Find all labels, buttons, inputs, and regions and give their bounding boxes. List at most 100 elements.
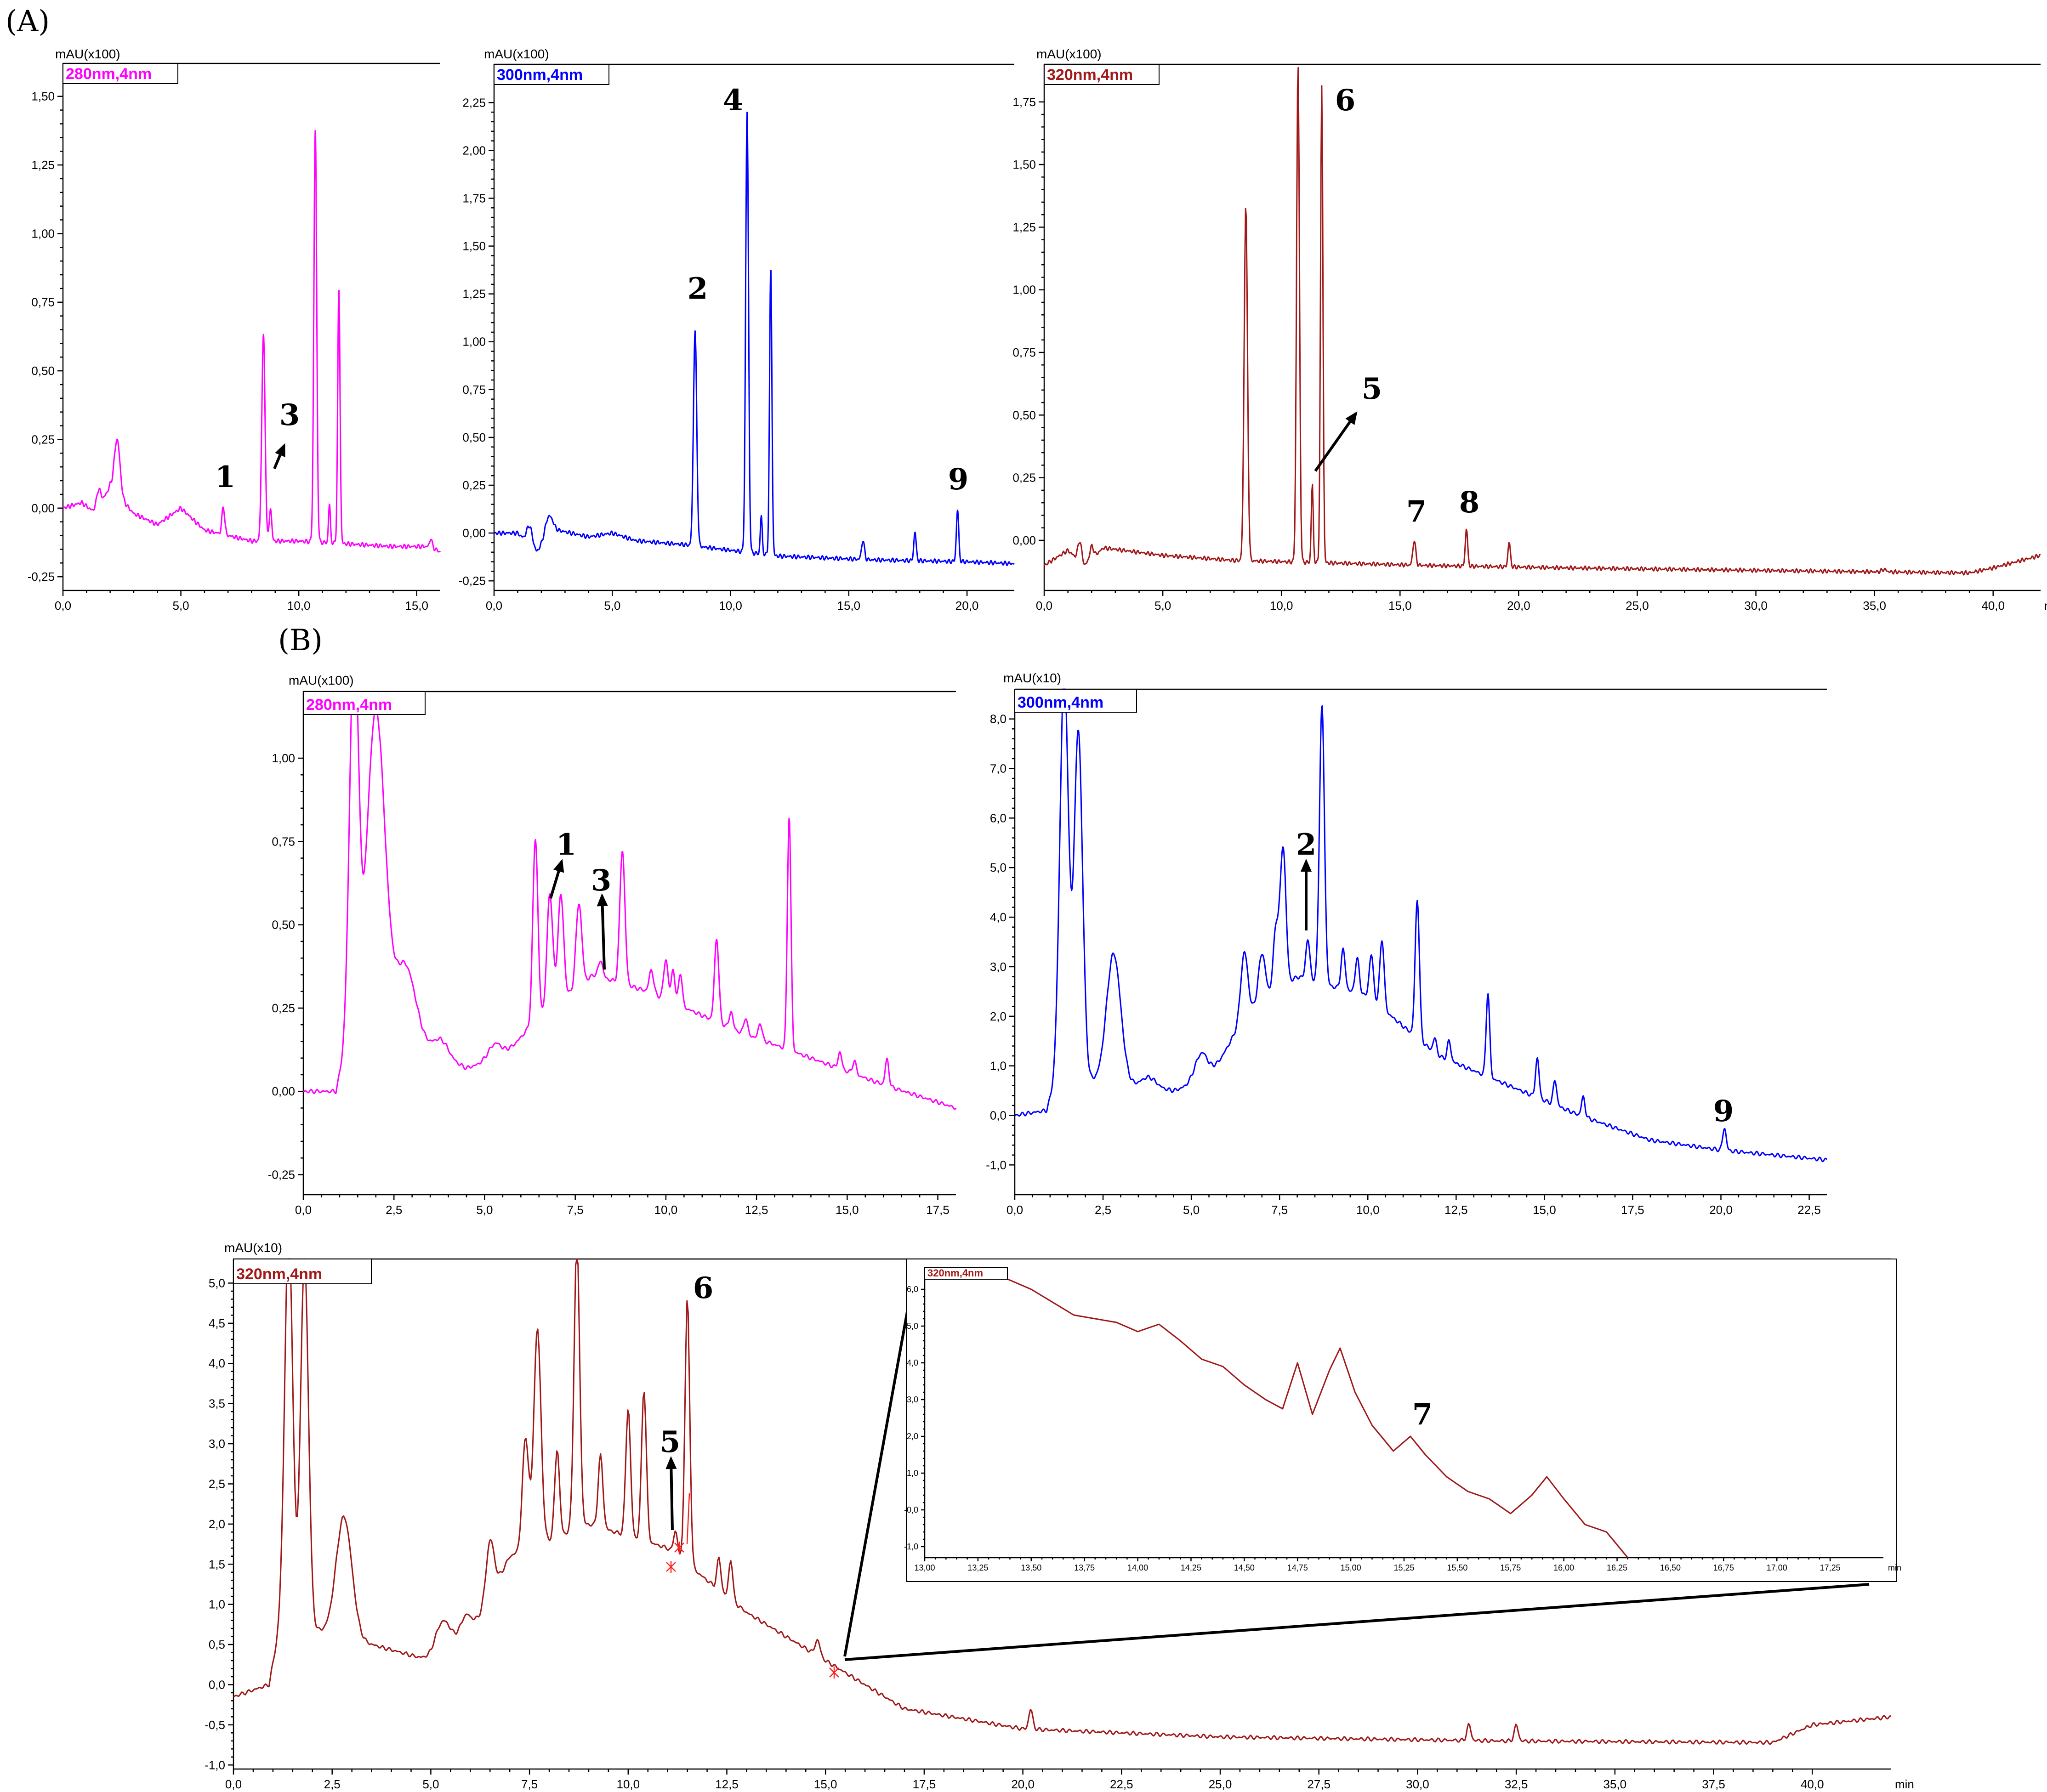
y-tick-label: 1,50 — [1012, 158, 1036, 171]
y-tick-label: 0,75 — [272, 834, 295, 848]
y-tick-label: -1,0 — [986, 1158, 1006, 1172]
x-tick-label: 15,0 — [1533, 1203, 1556, 1217]
zoom-line-right — [844, 1583, 1870, 1661]
y-tick-label: 0,25 — [462, 478, 486, 492]
chart-b2: mAU(x10) -1,0 0,0 1,0 2,0 3,0 4,0 5,0 6,0 7,0 8,0 0… — [986, 671, 1828, 1217]
integration-marker — [666, 1561, 676, 1573]
y-tick-label: 1,00 — [462, 335, 486, 349]
x-tick-label: 20,0 — [1507, 599, 1530, 612]
peak-label: 2 — [1296, 828, 1317, 862]
peak-label: 6 — [693, 1271, 714, 1305]
chart-b3-inset: -1,0 -0,0 1,0 2,0 3,0 4,0 5,0 6,0 13,00 13,25 13,5… — [904, 1259, 1901, 1582]
x-tick-label: 15,25 — [1393, 1563, 1414, 1572]
legend-label: 300nm,4nm — [1018, 694, 1103, 711]
peak-label: 3 — [279, 398, 300, 432]
arrow-head — [665, 1456, 677, 1469]
x-tick-label: 10,0 — [719, 599, 742, 612]
legend-box — [63, 63, 178, 84]
y-unit-label: mAU(x100) — [289, 673, 354, 687]
arrow-head — [1345, 411, 1358, 425]
y-tick-label: 1,25 — [1012, 220, 1036, 234]
x-tick-label: 2,5 — [1095, 1203, 1111, 1217]
y-tick-label: 0,00 — [31, 501, 55, 515]
x-tick-label: 16,50 — [1660, 1563, 1681, 1572]
legend-label: 320nm,4nm — [1047, 66, 1133, 84]
x-tick-label: 7,5 — [567, 1203, 584, 1217]
x-tick-label: 13,25 — [967, 1563, 988, 1572]
x-tick-label: 5,0 — [172, 599, 189, 612]
y-tick-label: 5,0 — [907, 1321, 918, 1331]
y-tick-label: 1,0 — [990, 1059, 1006, 1073]
y-tick-label: 1,00 — [1012, 283, 1036, 297]
y-tick-label: 0,0 — [990, 1108, 1006, 1122]
y-tick-label: 0,0 — [209, 1678, 225, 1691]
x-tick-label: 5,0 — [604, 599, 620, 612]
y-tick-label: 3,0 — [990, 960, 1006, 974]
x-tick-label: 0,0 — [295, 1203, 312, 1217]
arrow-head — [1300, 859, 1312, 872]
y-tick-label: -0,5 — [205, 1718, 225, 1732]
integration-marker — [674, 1542, 684, 1554]
y-tick-label: 5,0 — [209, 1276, 225, 1290]
y-tick-label: 6,0 — [907, 1285, 918, 1294]
legend-label: 280nm,4nm — [66, 65, 152, 83]
legend-box — [303, 691, 426, 715]
x-tick-label: 15,00 — [1341, 1563, 1361, 1572]
y-tick-label: 0,25 — [272, 1001, 295, 1015]
y-tick-label: 3,5 — [209, 1397, 225, 1411]
x-tick-label: 12,5 — [1444, 1203, 1468, 1217]
x-tick-label: 0,0 — [486, 599, 502, 612]
peak-arrow — [601, 896, 606, 970]
integration-marker — [829, 1667, 839, 1679]
chromatogram-trace — [303, 691, 957, 1110]
y-tick-label: 0,50 — [462, 431, 486, 444]
x-unit-label: min — [1895, 1777, 1914, 1791]
peak-label: 2 — [688, 272, 708, 306]
x-tick-label: 20,0 — [1011, 1777, 1035, 1791]
x-tick-label: 17,5 — [913, 1777, 936, 1791]
x-tick-label: 25,0 — [1626, 599, 1649, 612]
x-unit-label: min — [2044, 599, 2047, 612]
x-tick-label: 13,00 — [914, 1563, 935, 1572]
y-tick-label: -0,25 — [268, 1168, 295, 1181]
x-tick-label: 13,75 — [1074, 1563, 1095, 1572]
y-tick-label: -1,0 — [904, 1542, 918, 1551]
y-tick-label: 0,00 — [272, 1084, 295, 1098]
y-tick-label: 5,0 — [990, 861, 1006, 874]
y-tick-label: 1,00 — [272, 751, 295, 765]
y-tick-label: 2,5 — [209, 1477, 225, 1491]
x-tick-label: 15,0 — [814, 1777, 837, 1791]
legend-label: 280nm,4nm — [306, 696, 392, 714]
y-tick-label: 4,0 — [990, 910, 1006, 924]
x-tick-label: 15,50 — [1447, 1563, 1467, 1572]
y-tick-label: 6,0 — [990, 811, 1006, 825]
arrow-head — [553, 859, 564, 873]
x-tick-label: 17,25 — [1820, 1563, 1841, 1572]
y-tick-label: -0,25 — [28, 570, 55, 584]
x-tick-label: 22,5 — [1797, 1203, 1821, 1217]
x-tick-label: 0,0 — [1006, 1203, 1023, 1217]
y-tick-label: 1,25 — [31, 158, 55, 172]
chart-a1: mAU(x100) -0,25 0,00 0,25 0,50 0,75 1,00 1,25 1,… — [28, 47, 441, 612]
y-tick-label: 2,25 — [462, 96, 486, 109]
y-tick-label: -1,0 — [205, 1758, 225, 1772]
y-tick-label: 4,0 — [209, 1356, 225, 1370]
x-tick-label: 30,0 — [1744, 599, 1768, 612]
y-tick-label: 1,75 — [1012, 95, 1036, 109]
peak-label: 1 — [215, 460, 236, 494]
y-unit-label: mAU(x100) — [55, 47, 120, 61]
panel-label-b: (B) — [278, 624, 323, 658]
x-tick-label: 16,00 — [1553, 1563, 1574, 1572]
peak-label: 8 — [1459, 485, 1480, 520]
y-tick-label: 2,0 — [209, 1517, 225, 1531]
x-tick-label: 10,0 — [1270, 599, 1293, 612]
x-tick-label: 25,0 — [1209, 1777, 1232, 1791]
y-tick-label: 4,5 — [209, 1316, 225, 1330]
y-tick-label: -0,25 — [459, 574, 486, 588]
legend-label: 320nm,4nm — [236, 1265, 322, 1283]
legend-box — [1014, 689, 1137, 713]
y-tick-label: 1,5 — [209, 1557, 225, 1571]
peak-label: 6 — [1335, 83, 1356, 118]
x-tick-label: 16,75 — [1713, 1563, 1734, 1572]
y-tick-label: 1,0 — [209, 1598, 225, 1611]
